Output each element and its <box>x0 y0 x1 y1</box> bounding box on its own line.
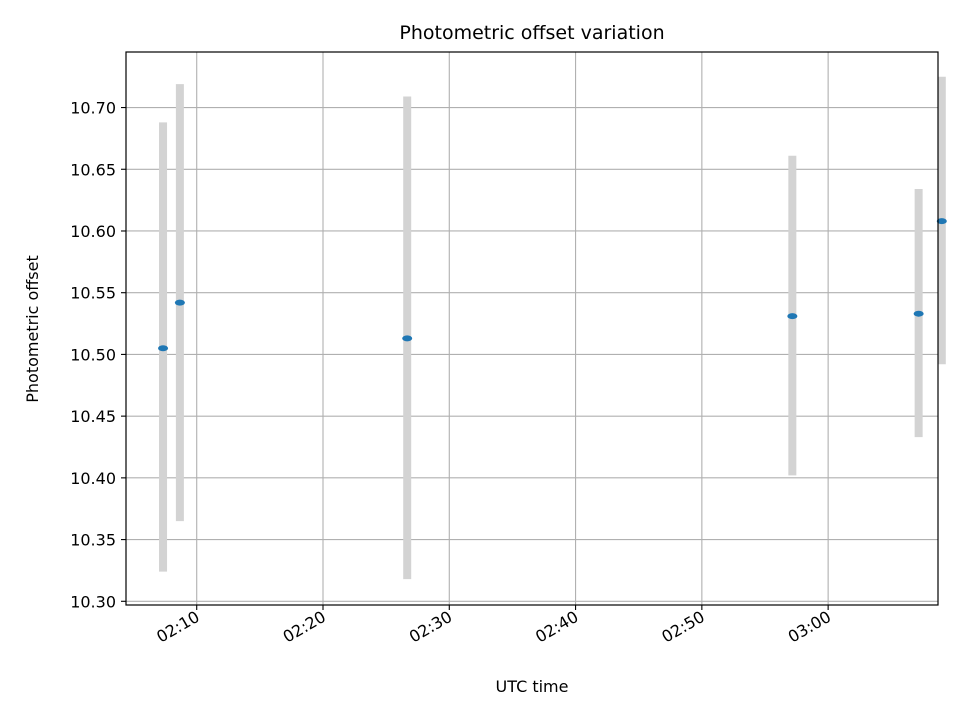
data-point <box>936 218 947 225</box>
y-tick-label: 10.70 <box>70 99 116 118</box>
y-tick-label: 10.30 <box>70 592 116 611</box>
data-point <box>913 310 924 317</box>
y-tick-label: 10.45 <box>70 407 116 426</box>
y-tick-label: 10.65 <box>70 160 116 179</box>
x-axis-label: UTC time <box>496 677 569 696</box>
y-tick-label: 10.60 <box>70 222 116 241</box>
data-point <box>787 313 798 320</box>
y-axis-label: Photometric offset <box>23 255 42 403</box>
y-tick-label: 10.55 <box>70 284 116 303</box>
y-tick-label: 10.50 <box>70 345 116 364</box>
plot-frame <box>125 51 939 606</box>
y-tick-label: 10.35 <box>70 531 116 550</box>
grid <box>126 52 938 605</box>
data-point <box>158 345 169 352</box>
chart-title: Photometric offset variation <box>399 22 664 44</box>
data-points <box>158 218 947 352</box>
y-tick-label: 10.40 <box>70 469 116 488</box>
data-point <box>402 335 413 342</box>
data-point <box>174 299 185 306</box>
